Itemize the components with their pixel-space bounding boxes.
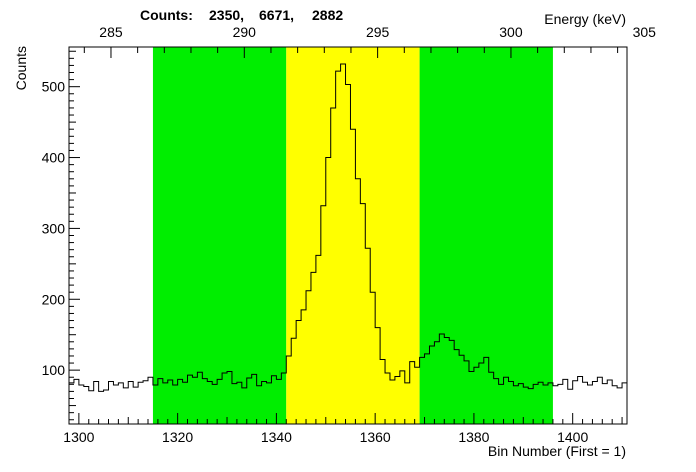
y-axis-label: Counts [13,46,29,90]
left-axis: 100 200 300 400 500 [42,50,80,421]
top-tick-label: 285 [99,24,123,40]
counts-label: Counts: [140,7,193,23]
x-tick-label: 1400 [557,429,588,445]
x-tick-label: 1360 [360,429,391,445]
integration-regions [152,47,553,424]
y-tick-label: 500 [42,79,66,95]
y-tick-label: 200 [42,291,66,307]
bottom-axis: 1300 1320 1340 1360 1380 1400 [63,413,623,445]
region-band-0 [152,47,287,424]
y-tick-label: 100 [42,362,66,378]
counts-value-right: 2882 [312,7,343,23]
top-tick-label: 295 [366,24,390,40]
x-tick-label: 1340 [261,429,292,445]
top-tick-label: 305 [633,24,657,40]
counts-value-left: 2350, [209,7,244,23]
top-axis: 285 290 295 300 305 [83,24,657,58]
histogram-line [69,63,627,392]
top-axis-label: Energy (keV) [544,11,626,27]
region-band-1 [286,47,420,424]
counts-value-peak: 6671, [259,7,294,23]
x-tick-label: 1320 [162,429,193,445]
top-tick-label: 290 [233,24,257,40]
y-tick-label: 300 [42,220,66,236]
x-axis-label: Bin Number (First = 1) [488,443,626,459]
region-band-2 [419,47,553,424]
top-tick-label: 300 [499,24,523,40]
y-tick-label: 400 [42,150,66,166]
x-tick-label: 1300 [63,429,94,445]
x-tick-label: 1380 [458,429,489,445]
